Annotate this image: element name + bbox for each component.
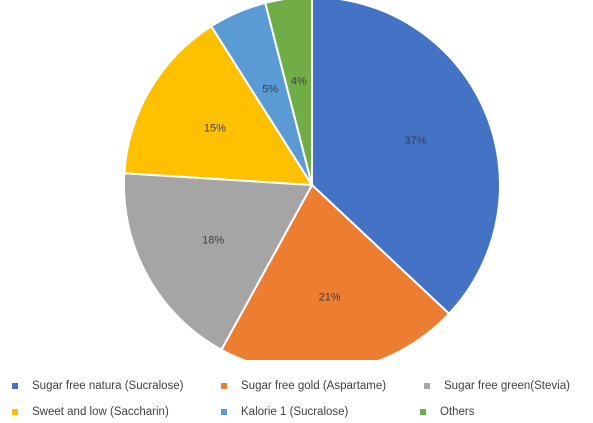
legend-label: Sweet and low (Saccharin)	[32, 406, 169, 418]
slice-label: 37%	[405, 135, 427, 147]
legend-label: Sugar free green(Stevia)	[444, 380, 570, 392]
legend-item-aspartame-gold: Sugar free gold (Aspartame)	[221, 380, 386, 392]
legend-swatch	[12, 383, 18, 389]
pie-slices	[123, 0, 501, 360]
legend-swatch	[12, 409, 18, 415]
legend-item-others: Others	[420, 406, 475, 418]
slice-label: 5%	[262, 83, 278, 95]
legend-swatch	[221, 409, 227, 415]
chart-legend: Sugar free natura (Sucralose) Sugar free…	[0, 372, 593, 423]
legend-label: Sugar free natura (Sucralose)	[32, 380, 184, 392]
legend-item-kalorie: Kalorie 1 (Sucralose)	[221, 406, 348, 418]
slice-label: 18%	[202, 234, 224, 246]
legend-label: Sugar free gold (Aspartame)	[241, 380, 387, 392]
pie-slice	[220, 183, 451, 360]
pie-chart: 37% 21% 18% 15% 5% 4%	[123, 0, 501, 360]
pie-slice	[123, 172, 314, 352]
pie-slice	[264, 0, 313, 186]
legend-item-stevia-green: Sugar free green(Stevia)	[424, 380, 570, 392]
legend-swatch	[424, 383, 430, 389]
pie-slice	[311, 0, 501, 316]
slice-labels: 37% 21% 18% 15% 5% 4%	[202, 76, 427, 304]
legend-label: Others	[440, 406, 475, 418]
pie-slice	[123, 24, 314, 187]
slice-label: 15%	[204, 123, 226, 135]
legend-item-sucralose-natura: Sugar free natura (Sucralose)	[12, 380, 184, 392]
legend-swatch	[221, 383, 227, 389]
slice-label: 21%	[319, 291, 341, 303]
legend-label: Kalorie 1 (Sucralose)	[241, 406, 349, 418]
slice-label: 4%	[291, 76, 307, 88]
legend-item-saccharin: Sweet and low (Saccharin)	[12, 406, 169, 418]
legend-swatch	[420, 409, 426, 415]
